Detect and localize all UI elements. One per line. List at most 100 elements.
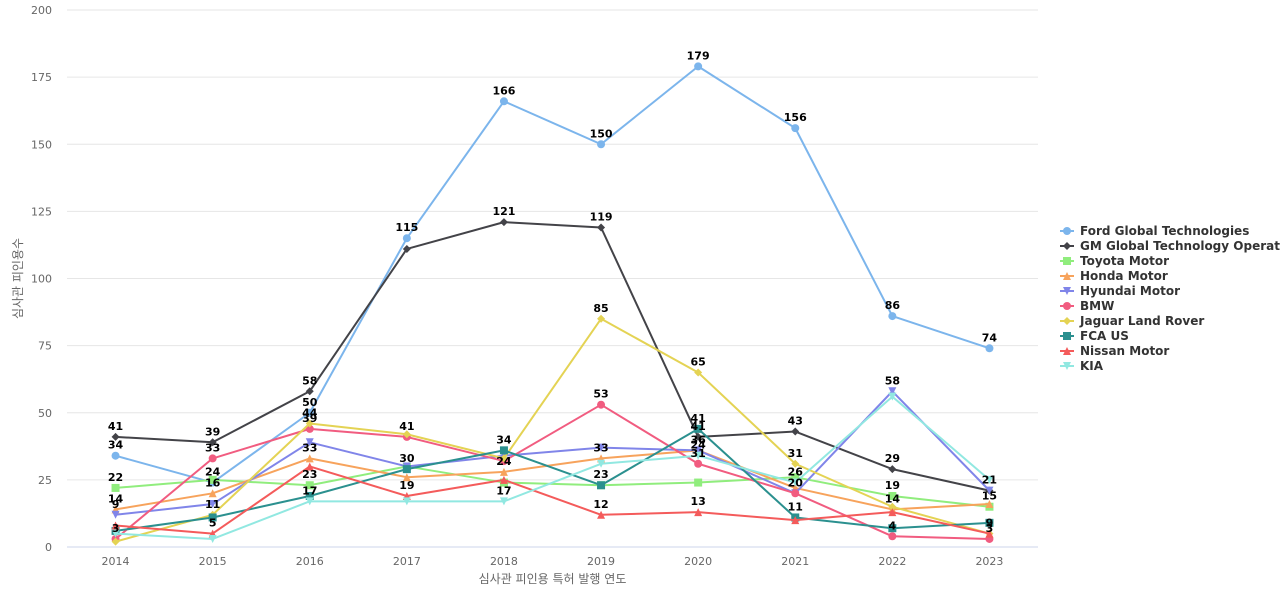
y-tick-label: 25 bbox=[38, 474, 52, 487]
legend-item: Jaguar Land Rover bbox=[1060, 314, 1204, 328]
series-line bbox=[115, 390, 991, 516]
legend-item: Toyota Motor bbox=[1060, 254, 1169, 268]
data-point bbox=[985, 344, 994, 353]
data-point bbox=[791, 478, 800, 487]
data-label: 53 bbox=[593, 388, 608, 401]
data-point bbox=[694, 459, 703, 468]
series-9 bbox=[111, 392, 994, 543]
data-point bbox=[597, 400, 606, 409]
data-point bbox=[305, 424, 314, 433]
data-point bbox=[402, 465, 411, 474]
data-label: 65 bbox=[690, 355, 705, 368]
data-point bbox=[694, 478, 703, 487]
y-tick-label: 125 bbox=[31, 205, 52, 218]
x-tick-label: 2014 bbox=[102, 555, 130, 568]
data-point bbox=[402, 497, 411, 506]
data-label: 11 bbox=[788, 500, 803, 513]
data-label: 58 bbox=[302, 374, 317, 387]
data-point bbox=[208, 500, 217, 509]
data-point bbox=[597, 223, 606, 232]
data-label: 156 bbox=[784, 111, 807, 124]
data-point bbox=[985, 518, 994, 527]
legend-label: GM Global Technology Operat... bbox=[1080, 239, 1280, 253]
x-tick-label: 2018 bbox=[490, 555, 518, 568]
data-point bbox=[499, 218, 508, 227]
legend-label: KIA bbox=[1080, 359, 1104, 373]
data-label: 86 bbox=[885, 299, 901, 312]
data-point bbox=[888, 387, 897, 396]
data-label: 19 bbox=[885, 479, 900, 492]
legend-symbol bbox=[1063, 347, 1071, 355]
data-label: 31 bbox=[788, 447, 803, 460]
data-label: 11 bbox=[205, 498, 220, 511]
legend-item: KIA bbox=[1060, 359, 1104, 373]
data-label: 33 bbox=[593, 441, 608, 454]
legend-item: Nissan Motor bbox=[1060, 344, 1169, 358]
data-point bbox=[499, 97, 508, 106]
data-label: 19 bbox=[399, 479, 414, 492]
legend-label: Honda Motor bbox=[1080, 269, 1168, 283]
y-tick-label: 175 bbox=[31, 71, 52, 84]
x-tick-label: 2017 bbox=[393, 555, 421, 568]
x-tick-label: 2019 bbox=[587, 555, 615, 568]
legend-symbol bbox=[1063, 242, 1071, 250]
y-tick-label: 0 bbox=[45, 541, 52, 554]
data-label: 41 bbox=[399, 420, 414, 433]
series-1 bbox=[111, 218, 994, 495]
data-label: 39 bbox=[302, 412, 317, 425]
data-label: 24 bbox=[690, 439, 706, 452]
legend-item: Ford Global Technologies bbox=[1060, 224, 1249, 238]
x-tick-label: 2020 bbox=[684, 555, 712, 568]
data-label: 16 bbox=[205, 476, 221, 489]
data-label: 22 bbox=[108, 471, 123, 484]
data-label: 13 bbox=[690, 495, 705, 508]
data-point bbox=[888, 392, 897, 401]
legend-item: Honda Motor bbox=[1060, 269, 1168, 283]
data-label: 85 bbox=[593, 302, 608, 315]
data-label: 24 bbox=[205, 466, 221, 479]
data-label: 3 bbox=[986, 522, 994, 535]
data-point bbox=[305, 491, 314, 500]
legend-label: Toyota Motor bbox=[1080, 254, 1169, 268]
x-tick-label: 2023 bbox=[975, 555, 1003, 568]
data-point bbox=[694, 424, 703, 433]
data-point bbox=[694, 432, 703, 441]
y-tick-label: 150 bbox=[31, 138, 52, 151]
data-label: 20 bbox=[788, 476, 804, 489]
data-point bbox=[208, 475, 217, 484]
data-point bbox=[111, 521, 120, 530]
x-tick-label: 2016 bbox=[296, 555, 324, 568]
data-label: 41 bbox=[690, 420, 705, 433]
data-point bbox=[499, 475, 508, 484]
data-point bbox=[305, 462, 314, 471]
data-point bbox=[111, 451, 120, 460]
legend-label: FCA US bbox=[1080, 329, 1129, 343]
legend-symbol bbox=[1063, 317, 1071, 325]
data-label: 14 bbox=[885, 492, 901, 505]
y-tick-label: 75 bbox=[38, 340, 52, 353]
data-point bbox=[791, 473, 800, 482]
data-label: 14 bbox=[108, 492, 124, 505]
data-point bbox=[985, 529, 994, 538]
data-label: 4 bbox=[889, 519, 897, 532]
legend-symbol bbox=[1063, 272, 1071, 280]
data-label: 17 bbox=[496, 484, 511, 497]
data-label: 34 bbox=[108, 439, 124, 452]
data-point bbox=[888, 465, 897, 474]
data-label: 39 bbox=[205, 425, 220, 438]
series-line bbox=[115, 449, 990, 511]
legend-item: Hyundai Motor bbox=[1060, 284, 1180, 298]
data-point bbox=[111, 432, 120, 441]
legend-label: Jaguar Land Rover bbox=[1079, 314, 1204, 328]
data-label: 43 bbox=[788, 415, 803, 428]
data-point bbox=[305, 419, 314, 428]
series-group bbox=[111, 62, 994, 546]
data-label: 23 bbox=[302, 468, 317, 481]
data-point bbox=[402, 234, 411, 243]
x-tick-label: 2021 bbox=[781, 555, 809, 568]
data-label: 15 bbox=[982, 490, 997, 503]
